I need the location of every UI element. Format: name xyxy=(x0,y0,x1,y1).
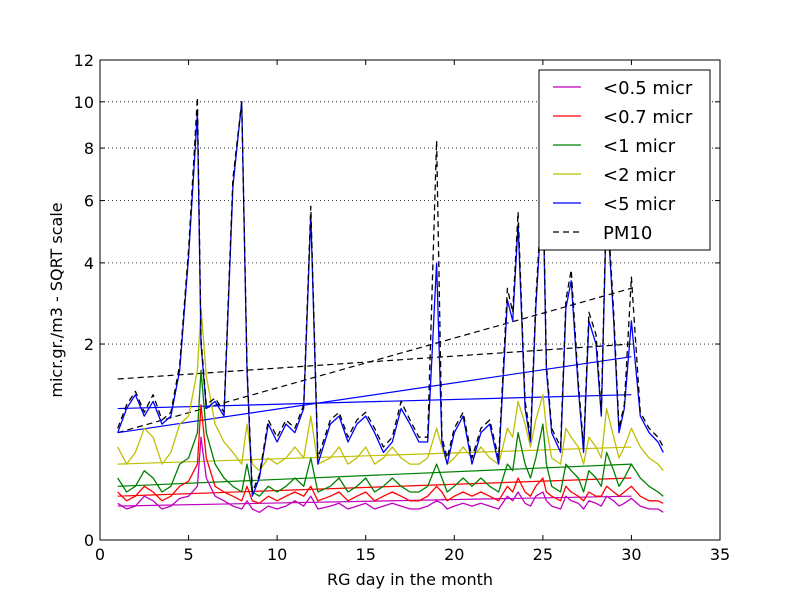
series-layer xyxy=(117,96,664,513)
x-tick-label: 15 xyxy=(356,545,376,564)
plot-frame xyxy=(99,59,721,541)
y-tick-label: 2 xyxy=(84,335,94,354)
legend: <0.5 micr <0.7 micr <1 micr <2 micr <5 micr P… xyxy=(538,69,711,251)
y-axis-label: micr.gr./m3 - SQRT scale xyxy=(47,202,66,397)
series-line-5 xyxy=(117,96,664,493)
legend-label: <2 micr xyxy=(603,165,676,186)
y-tick-label: 10 xyxy=(74,93,94,112)
series-connector-line xyxy=(117,394,632,410)
y-tick-label: 4 xyxy=(84,254,94,273)
x-tick-label: 0 xyxy=(95,545,105,564)
x-tick-label: 10 xyxy=(267,545,287,564)
x-tick-label: 35 xyxy=(710,545,730,564)
series-line-0 xyxy=(117,436,664,513)
series-connector-line xyxy=(117,463,632,487)
legend-label: PM10 xyxy=(603,223,652,244)
legend-label: <5 micr xyxy=(603,194,676,215)
series-line-3 xyxy=(117,307,664,472)
y-tick-label: 0 xyxy=(84,531,94,550)
tick-layer: 0 5 10 15 20 25 30 35 0 2 4 6 8 10 12 xyxy=(74,51,731,564)
series-line-1 xyxy=(117,404,664,504)
legend-label: <1 micr xyxy=(603,136,676,157)
y-tick-label: 6 xyxy=(84,192,94,211)
series-line-4 xyxy=(117,101,664,497)
y-tick-label: 8 xyxy=(84,139,94,158)
series-connector-line xyxy=(117,477,632,497)
x-tick-label: 25 xyxy=(533,545,553,564)
legend-label: <0.7 micr xyxy=(603,107,693,128)
y-tick-label: 12 xyxy=(74,51,94,70)
series-line-2 xyxy=(117,369,664,497)
legend-box xyxy=(538,69,711,251)
x-tick-label: 5 xyxy=(183,545,193,564)
x-axis-label: RG day in the month xyxy=(327,570,493,589)
x-tick-label: 30 xyxy=(621,545,641,564)
series-connector-line xyxy=(117,446,632,465)
x-tick-label: 20 xyxy=(444,545,464,564)
legend-label: <0.5 micr xyxy=(603,78,693,99)
